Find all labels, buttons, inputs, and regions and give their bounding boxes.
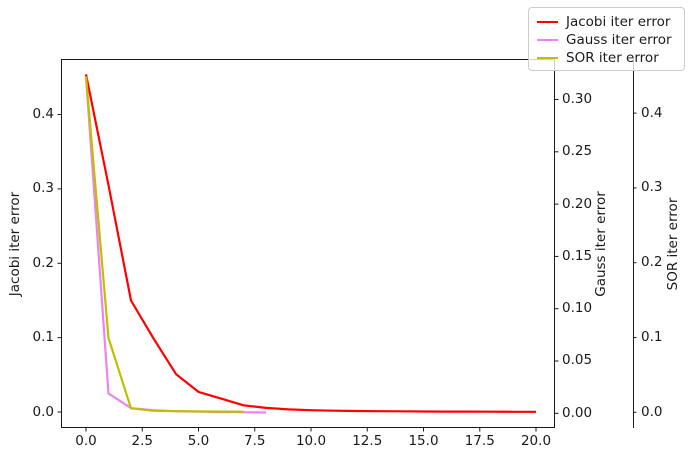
jacobi-tick-label: 0.3 xyxy=(32,180,54,197)
legend-label: Jacobi iter error xyxy=(566,14,671,30)
x-tick-label: 7.5 xyxy=(244,433,266,449)
legend-label: SOR iter error xyxy=(566,50,659,66)
x-tick-label: 12.5 xyxy=(352,433,383,449)
x-tick-label: 15.0 xyxy=(408,433,439,449)
legend-item: SOR iter error xyxy=(537,49,680,67)
sor-tick-label: 0.2 xyxy=(641,254,663,271)
x-tick-label: 0.0 xyxy=(75,433,97,449)
gauss-tick-label: 0.25 xyxy=(562,143,593,160)
sor-axis-spine xyxy=(633,59,634,428)
gauss-tick-label: 0.10 xyxy=(562,300,593,317)
gauss-tick-label: 0.15 xyxy=(562,247,593,264)
gauss-tick-label: 0.30 xyxy=(562,91,593,107)
gauss-tick-label: 0.20 xyxy=(562,195,593,212)
plot-area xyxy=(61,59,555,428)
jacobi-tick-label: 0.2 xyxy=(32,254,54,271)
legend-label: Gauss iter error xyxy=(566,32,672,48)
sor-tick-label: 0.3 xyxy=(641,179,663,196)
x-tick-label: 2.5 xyxy=(131,433,153,449)
x-tick-label: 20.0 xyxy=(520,433,552,449)
legend-swatch-icon xyxy=(537,56,558,60)
x-tick-label: 5.0 xyxy=(187,433,210,449)
legend-swatch-icon xyxy=(537,20,558,24)
gauss-tick-label: 0.00 xyxy=(562,404,593,421)
sor-tick-label: 0.1 xyxy=(641,329,663,345)
jacobi-axis-label: Jacobi iter error xyxy=(7,191,23,297)
sor-axis-label: SOR iter error xyxy=(665,197,681,291)
gauss-tick-label: 0.05 xyxy=(562,352,593,369)
legend-item: Jacobi iter error xyxy=(537,13,680,31)
legend-swatch-icon xyxy=(537,38,558,42)
jacobi-tick-label: 0.0 xyxy=(32,403,54,420)
legend: Jacobi iter error Gauss iter error SOR ite… xyxy=(528,7,685,71)
gauss-axis-label: Gauss iter error xyxy=(593,191,609,297)
legend-item: Gauss iter error xyxy=(537,31,680,49)
sor-tick-label: 0.0 xyxy=(641,403,663,420)
sor-tick-label: 0.4 xyxy=(641,104,663,121)
jacobi-tick-label: 0.4 xyxy=(32,106,54,123)
x-tick-label: 10.0 xyxy=(295,433,327,449)
x-tick-label: 17.5 xyxy=(464,433,495,449)
jacobi-tick-label: 0.1 xyxy=(32,329,54,346)
